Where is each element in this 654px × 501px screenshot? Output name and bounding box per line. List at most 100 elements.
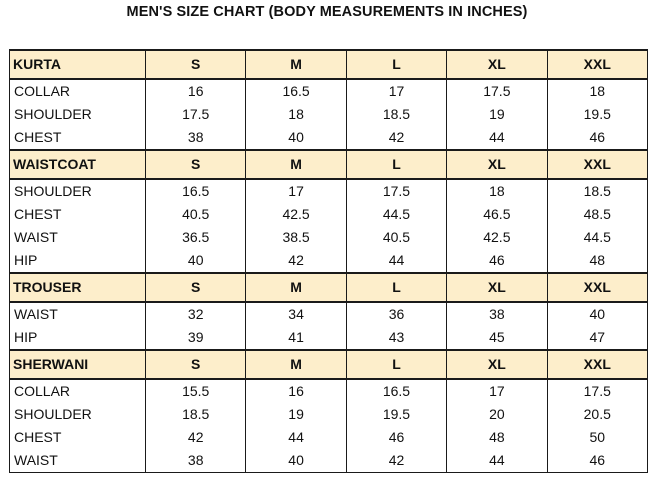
size-header: M [245,49,347,80]
measurement-value: 17.5 [144,103,247,126]
measurement-value: 17 [345,79,448,103]
measurement-label: WAIST [9,226,146,249]
section-header-row: SHERWANI S M L XL XXL [9,349,648,380]
measurement-label: SHOULDER [9,403,146,426]
size-header: XXL [546,149,648,180]
measurement-value: 16.5 [345,379,448,403]
size-header: S [144,49,247,80]
measurement-value: 38 [144,126,247,151]
size-header: XXL [546,349,648,380]
measurement-label: HIP [9,326,146,351]
measurement-value: 38 [446,302,548,326]
table-row: WAIST 36.5 38.5 40.5 42.5 44.5 [9,226,648,249]
table-row: SHOULDER 18.5 19 19.5 20 20.5 [9,403,648,426]
measurement-value: 19.5 [345,403,448,426]
size-header: S [144,272,247,303]
measurement-value: 48.5 [546,203,648,226]
measurement-value: 42 [345,449,448,473]
measurement-value: 17.5 [446,79,548,103]
measurement-value: 42 [245,249,347,274]
measurement-value: 45 [446,326,548,351]
measurement-value: 40 [546,302,648,326]
measurement-value: 46 [546,449,648,473]
measurement-value: 17 [446,379,548,403]
measurement-label: COLLAR [9,79,146,103]
measurement-value: 15.5 [144,379,247,403]
measurement-label: WAIST [9,449,146,473]
measurement-value: 44 [245,426,347,449]
table-row: SHOULDER 17.5 18 18.5 19 19.5 [9,103,648,126]
measurement-value: 44 [345,249,448,274]
size-header: L [345,349,448,380]
measurement-value: 46.5 [446,203,548,226]
measurement-value: 44 [446,126,548,151]
measurement-label: COLLAR [9,379,146,403]
measurement-value: 42 [345,126,448,151]
measurement-value: 47 [546,326,648,351]
section-name: WAISTCOAT [9,149,146,180]
measurement-value: 19.5 [546,103,648,126]
table-row: WAIST 38 40 42 44 46 [9,449,648,473]
measurement-value: 40.5 [144,203,247,226]
measurement-value: 17.5 [546,379,648,403]
measurement-value: 17.5 [345,179,448,203]
measurement-value: 42 [144,426,247,449]
measurement-value: 16 [144,79,247,103]
section-name: TROUSER [9,272,146,303]
section-header-row: TROUSER S M L XL XXL [9,272,648,303]
size-header: S [144,349,247,380]
measurement-value: 44 [446,449,548,473]
measurement-value: 42.5 [446,226,548,249]
size-header: XL [446,149,548,180]
size-header: M [245,149,347,180]
measurement-value: 46 [345,426,448,449]
measurement-value: 16.5 [144,179,247,203]
size-header: M [245,272,347,303]
measurement-value: 18 [446,179,548,203]
size-header: XL [446,272,548,303]
measurement-label: SHOULDER [9,179,146,203]
measurement-value: 20 [446,403,548,426]
table-row: CHEST 38 40 42 44 46 [9,126,648,151]
measurement-value: 46 [446,249,548,274]
size-header: S [144,149,247,180]
measurement-label: HIP [9,249,146,274]
size-header: M [245,349,347,380]
measurement-value: 18.5 [345,103,448,126]
measurement-value: 16.5 [245,79,347,103]
size-header: XL [446,49,548,80]
size-header: XXL [546,272,648,303]
table-row: WAIST 32 34 36 38 40 [9,302,648,326]
table-row: COLLAR 16 16.5 17 17.5 18 [9,79,648,103]
measurement-value: 17 [245,179,347,203]
table-row: HIP 40 42 44 46 48 [9,249,648,274]
measurement-value: 18 [546,79,648,103]
section-name: SHERWANI [9,349,146,380]
measurement-value: 41 [245,326,347,351]
measurement-label: CHEST [9,203,146,226]
measurement-value: 40 [144,249,247,274]
measurement-value: 19 [446,103,548,126]
measurement-value: 46 [546,126,648,151]
table-row: HIP 39 41 43 45 47 [9,326,648,351]
measurement-value: 44.5 [546,226,648,249]
measurement-value: 18 [245,103,347,126]
measurement-value: 42.5 [245,203,347,226]
measurement-value: 39 [144,326,247,351]
measurement-value: 20.5 [546,403,648,426]
measurement-value: 48 [446,426,548,449]
measurement-value: 48 [546,249,648,274]
table-row: CHEST 40.5 42.5 44.5 46.5 48.5 [9,203,648,226]
measurement-value: 38 [144,449,247,473]
size-header: XXL [546,49,648,80]
size-header: XL [446,349,548,380]
measurement-value: 40 [245,126,347,151]
section-header-row: KURTA S M L XL XXL [9,49,648,80]
measurement-label: WAIST [9,302,146,326]
measurement-value: 38.5 [245,226,347,249]
measurement-value: 34 [245,302,347,326]
measurement-value: 18.5 [144,403,247,426]
table-row: COLLAR 15.5 16 16.5 17 17.5 [9,379,648,403]
measurement-label: CHEST [9,126,146,151]
section-name: KURTA [9,49,146,80]
